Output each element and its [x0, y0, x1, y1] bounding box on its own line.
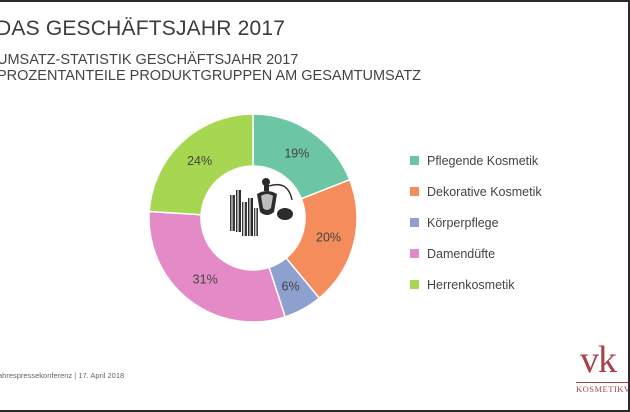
legend-item: Herrenkosmetik: [410, 269, 542, 300]
legend-item: Pflegende Kosmetik: [410, 145, 542, 176]
slice-value-label: 31%: [193, 273, 218, 287]
footer-text: ahrespressekonferenz | 17. April 2018: [0, 371, 125, 380]
legend-swatch: [410, 156, 419, 165]
donut-slice: [148, 113, 254, 216]
donut-labels: 19% 20% 6% 31% 24%: [187, 146, 341, 293]
legend-label: Körperpflege: [427, 215, 499, 230]
slice-value-label: 24%: [187, 154, 212, 168]
slice-value-label: 6%: [282, 279, 300, 293]
legend-item: Damendüfte: [410, 238, 542, 269]
legend-label: Pflegende Kosmetik: [427, 153, 539, 168]
perfume-bottles-icon: [230, 178, 293, 236]
donut-slice: [285, 178, 358, 300]
slice-value-label: 20%: [316, 230, 341, 244]
logo-text: KOSMETIKV: [576, 384, 628, 394]
legend-swatch: [410, 249, 419, 258]
legend-swatch: [410, 280, 419, 289]
legend-label: Dekorative Kosmetik: [427, 184, 542, 199]
chart-legend: Pflegende Kosmetik Dekorative Kosmetik K…: [410, 145, 542, 300]
legend-swatch: [410, 218, 419, 227]
legend-swatch: [410, 187, 419, 196]
slide-subtitle-1: UMSATZ-STATISTIK GESCHÄFTSJAHR 2017: [0, 52, 299, 68]
logo-rule: [576, 382, 628, 383]
legend-item: Dekorative Kosmetik: [410, 176, 542, 207]
legend-item: Körperpflege: [410, 207, 542, 238]
slide-title: DAS GESCHÄFTSJAHR 2017: [0, 17, 286, 40]
legend-label: Herrenkosmetik: [427, 277, 515, 292]
donut-slice: [148, 210, 287, 323]
slide-subtitle-2: PROZENTANTEILE PRODUKTGRUPPEN AM GESAMTU…: [0, 68, 422, 84]
slice-value-label: 19%: [284, 146, 309, 160]
logo-mark: vk: [580, 339, 617, 381]
company-logo: vk KOSMETIKV: [576, 338, 628, 394]
legend-label: Damendüfte: [427, 246, 496, 261]
donut-slices: [148, 113, 358, 323]
